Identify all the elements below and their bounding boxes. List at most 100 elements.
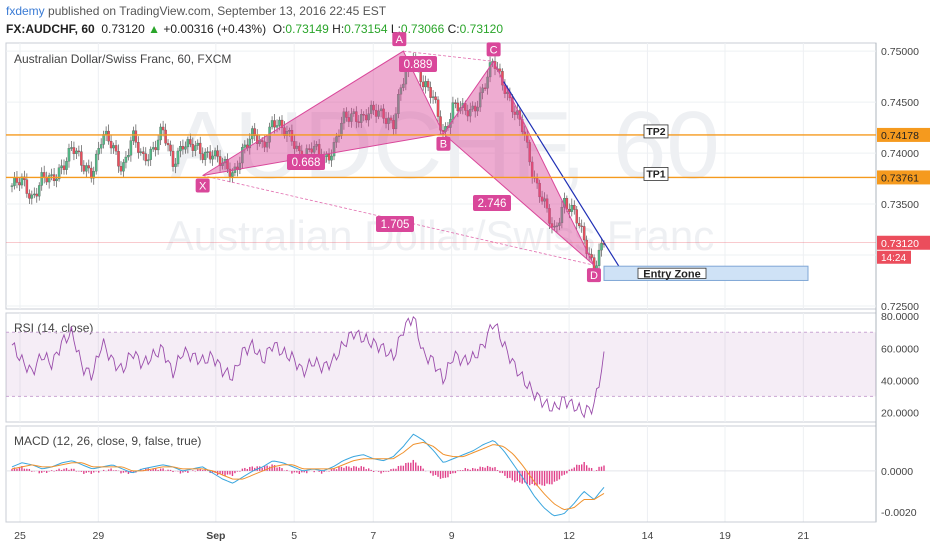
candle-body — [372, 104, 375, 111]
candle-body — [464, 103, 467, 111]
candle — [573, 200, 576, 215]
trend-line — [503, 81, 623, 272]
candle — [33, 187, 36, 199]
close-label: C: — [447, 22, 460, 36]
candle-body — [55, 178, 58, 182]
macd-axis-tick: 0.0000 — [881, 466, 913, 478]
ratio-label: 0.668 — [292, 157, 321, 169]
candle — [345, 107, 348, 122]
publish-header: fxdemy published on TradingView.com, Sep… — [0, 0, 932, 40]
candle-body — [577, 222, 581, 227]
candle-body — [399, 87, 403, 95]
candle-body — [255, 135, 259, 144]
candle — [424, 75, 427, 94]
last-price-tag-text: 0.73120 — [881, 238, 919, 250]
high-value: 0.73154 — [344, 22, 388, 36]
candle-body — [87, 165, 91, 169]
tp-price-tag — [877, 170, 930, 185]
candle-body — [151, 147, 155, 150]
candle-body — [112, 145, 115, 149]
candle — [80, 145, 83, 172]
time-axis-tick: 21 — [798, 530, 810, 542]
candle-body — [67, 148, 71, 162]
candle-body — [243, 144, 247, 148]
candle — [429, 81, 432, 104]
candle-body — [538, 182, 541, 198]
candle-body — [82, 165, 86, 172]
candle-body — [124, 156, 128, 163]
candle — [241, 143, 244, 169]
candle-body — [169, 144, 172, 152]
watermark-name: Australian Dollar/Swiss Franc — [166, 212, 715, 259]
candle-body — [498, 68, 502, 72]
candle — [273, 114, 276, 134]
candle-body — [486, 76, 489, 89]
candle — [486, 70, 489, 95]
candle — [132, 126, 135, 145]
candle-body — [285, 131, 289, 136]
candle — [55, 174, 58, 188]
close-value: 0.73120 — [459, 22, 504, 36]
candle — [394, 107, 398, 135]
candle — [456, 97, 460, 118]
ratio-label: 1.705 — [381, 219, 410, 231]
candle — [50, 168, 53, 181]
price-axis-tick: 0.72500 — [881, 301, 919, 313]
candle — [280, 115, 284, 135]
candle-body — [42, 172, 46, 178]
candle-body — [528, 142, 531, 163]
candle — [154, 140, 157, 157]
candle — [144, 147, 148, 166]
candle-body — [436, 99, 440, 117]
candle-body — [228, 168, 232, 177]
candle-body — [439, 116, 442, 131]
ratio-badge — [376, 216, 414, 232]
candle-body — [382, 108, 385, 119]
candle-body — [478, 92, 482, 108]
candle-body — [77, 150, 81, 153]
candle-body — [203, 151, 207, 160]
candle-body — [513, 111, 517, 115]
candle-body — [397, 94, 400, 114]
candle-body — [75, 150, 78, 154]
candle — [122, 159, 125, 177]
candle — [362, 111, 365, 122]
rsi-axis-tick: 40.0000 — [881, 375, 919, 387]
candle — [47, 172, 51, 189]
candle-body — [543, 198, 546, 202]
time-axis-tick: 12 — [563, 530, 575, 542]
candle — [57, 164, 61, 182]
candle-body — [80, 151, 83, 166]
last-price: 0.73120 — [101, 22, 145, 36]
candle-body — [374, 109, 378, 117]
candle — [330, 149, 333, 167]
candle-body — [575, 209, 579, 224]
candle-body — [156, 139, 160, 151]
candle — [543, 192, 546, 208]
author-link[interactable]: fxdemy — [6, 4, 45, 18]
candle-body — [65, 161, 68, 170]
candle-body — [18, 182, 21, 186]
candle-body — [290, 130, 294, 142]
candle-body — [483, 87, 487, 90]
candle — [203, 148, 207, 166]
rsi-pane-title: RSI (14, close) — [14, 321, 93, 335]
candle-body — [191, 143, 195, 151]
candle — [387, 112, 390, 131]
candle — [350, 107, 353, 128]
candle — [434, 91, 437, 104]
candle — [166, 139, 170, 152]
price-axis-tick: 0.74500 — [881, 97, 919, 109]
candle — [513, 105, 517, 121]
candle — [327, 148, 331, 164]
countdown-tag-text: 14:24 — [881, 253, 906, 264]
candle-body — [199, 142, 202, 154]
candle — [597, 243, 601, 271]
ratio-badge — [473, 195, 511, 211]
candle-body — [129, 140, 133, 156]
price-pane — [5, 42, 877, 310]
candle — [548, 204, 551, 230]
candle-body — [364, 114, 368, 121]
candle-body — [352, 111, 356, 114]
